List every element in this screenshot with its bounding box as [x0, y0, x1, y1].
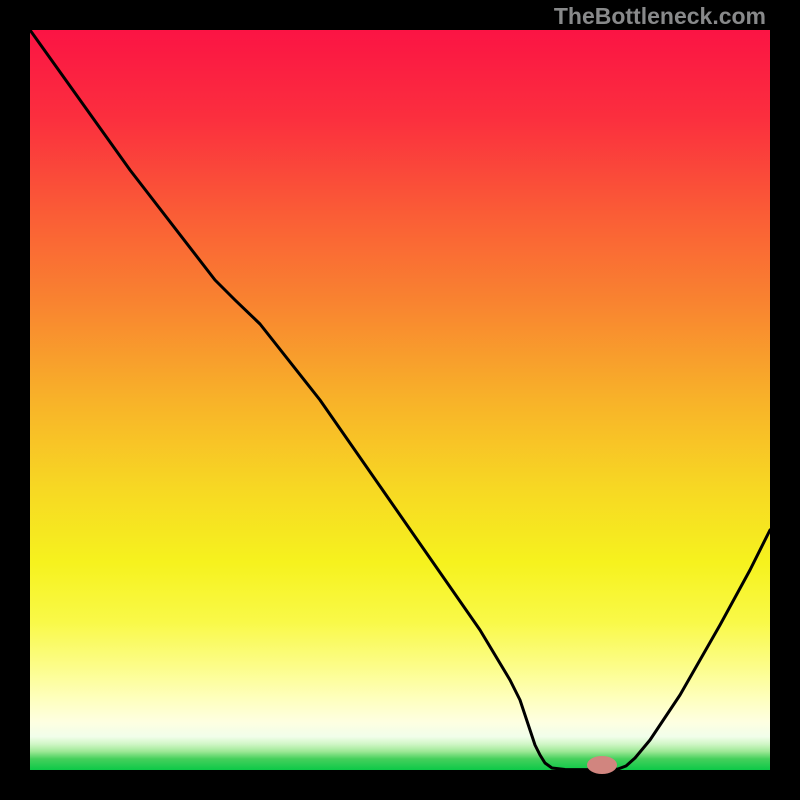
watermark-text: TheBottleneck.com [554, 3, 766, 30]
gradient-background [30, 30, 770, 770]
chart-svg [0, 0, 800, 800]
optimal-point-marker [587, 756, 617, 774]
